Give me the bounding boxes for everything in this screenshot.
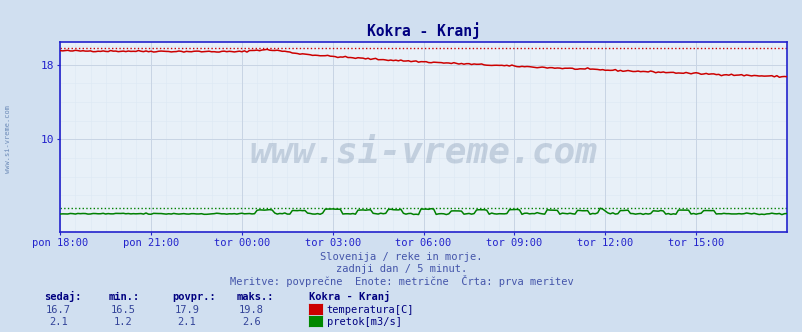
Text: povpr.:: povpr.: (172, 292, 216, 302)
Title: Kokra - Kranj: Kokra - Kranj (367, 22, 480, 39)
Text: 1.2: 1.2 (113, 317, 132, 327)
Text: www.si-vreme.com: www.si-vreme.com (5, 106, 11, 173)
Text: zadnji dan / 5 minut.: zadnji dan / 5 minut. (335, 264, 467, 274)
Text: pretok[m3/s]: pretok[m3/s] (326, 317, 401, 327)
Text: 2.6: 2.6 (241, 317, 261, 327)
Text: Slovenija / reke in morje.: Slovenija / reke in morje. (320, 252, 482, 262)
Text: 16.5: 16.5 (110, 305, 136, 315)
Text: 19.8: 19.8 (238, 305, 264, 315)
Text: maks.:: maks.: (237, 292, 274, 302)
Text: min.:: min.: (108, 292, 140, 302)
Text: temperatura[C]: temperatura[C] (326, 305, 414, 315)
Text: Meritve: povprečne  Enote: metrične  Črta: prva meritev: Meritve: povprečne Enote: metrične Črta:… (229, 275, 573, 287)
Text: 2.1: 2.1 (177, 317, 196, 327)
Text: 17.9: 17.9 (174, 305, 200, 315)
Text: Kokra - Kranj: Kokra - Kranj (309, 291, 390, 302)
Text: 2.1: 2.1 (49, 317, 68, 327)
Text: www.si-vreme.com: www.si-vreme.com (249, 135, 597, 169)
Text: 16.7: 16.7 (46, 305, 71, 315)
Text: sedaj:: sedaj: (44, 291, 82, 302)
